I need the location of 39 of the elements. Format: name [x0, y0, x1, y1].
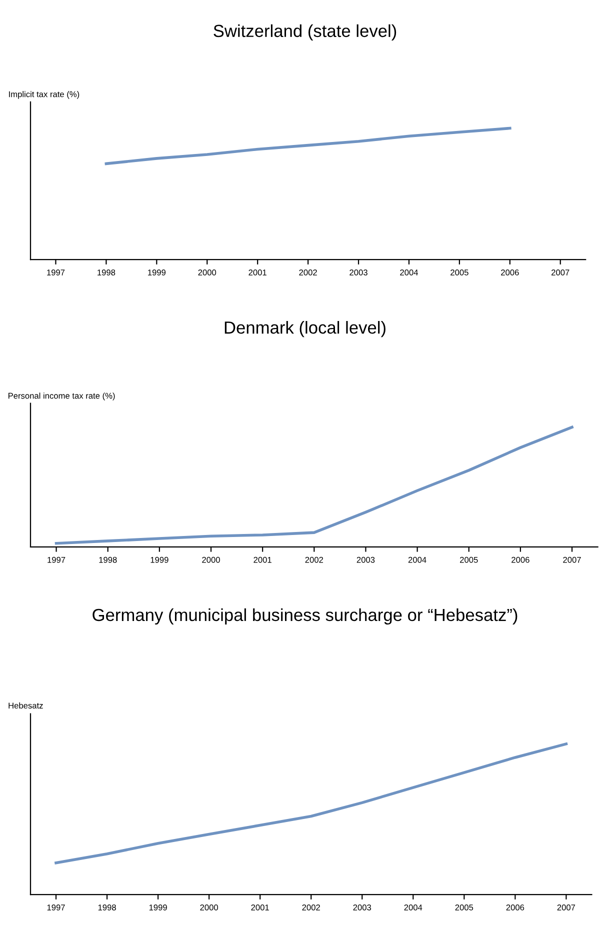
x-tick-label: 2007	[552, 270, 570, 276]
x-tick-label: 2005	[455, 904, 474, 910]
x-tick-label: 2000	[200, 904, 218, 910]
x-tick-label: 2006	[501, 270, 519, 276]
x-tick-label: 2001	[254, 556, 272, 563]
x-tick-label: 2005	[450, 270, 468, 276]
x-tick-label: 2001	[251, 904, 269, 910]
x-tick-label: 2007	[557, 904, 576, 910]
y-axis-title: Hebesatz	[8, 702, 43, 709]
x-tick-label: 1999	[149, 904, 167, 910]
x-tick-label: 1997	[47, 270, 65, 276]
x-tick-label: 2000	[198, 270, 216, 276]
y-axis-title: Implicit tax rate (%)	[9, 91, 80, 99]
x-tick-label: 2002	[302, 904, 320, 910]
x-tick-label: 2003	[356, 556, 375, 563]
chart-title: Denmark (local level)	[224, 320, 386, 338]
x-tick-label: 2006	[512, 556, 530, 563]
x-tick-label: 2003	[353, 904, 372, 910]
y-axis-title: Personal income tax rate (%)	[8, 392, 115, 400]
x-tick-label: 1999	[148, 270, 166, 276]
x-tick-label: 1998	[98, 270, 116, 276]
x-tick-label: 2003	[350, 270, 368, 276]
x-tick-label: 2006	[506, 904, 524, 910]
x-tick-label: 2005	[460, 556, 478, 563]
x-tick-label: 1997	[48, 556, 66, 563]
x-tick-label: 1997	[47, 904, 65, 910]
x-tick-label: 1999	[150, 556, 168, 563]
x-tick-label: 2004	[408, 556, 426, 563]
x-tick-label: 2007	[563, 556, 581, 563]
chart-title: Switzerland (state level)	[214, 24, 396, 41]
x-tick-label: 2001	[248, 270, 266, 276]
chart-title: Germany (municipal business surcharge or “Hebesatz”)	[92, 608, 518, 625]
x-tick-label: 2004	[400, 270, 418, 276]
x-tick-label: 1998	[99, 556, 117, 563]
x-tick-label: 2004	[404, 904, 422, 910]
x-tick-label: 2000	[202, 556, 220, 563]
x-tick-label: 2002	[299, 270, 317, 276]
x-tick-label: 1998	[98, 904, 116, 910]
x-tick-label: 2002	[305, 556, 323, 563]
